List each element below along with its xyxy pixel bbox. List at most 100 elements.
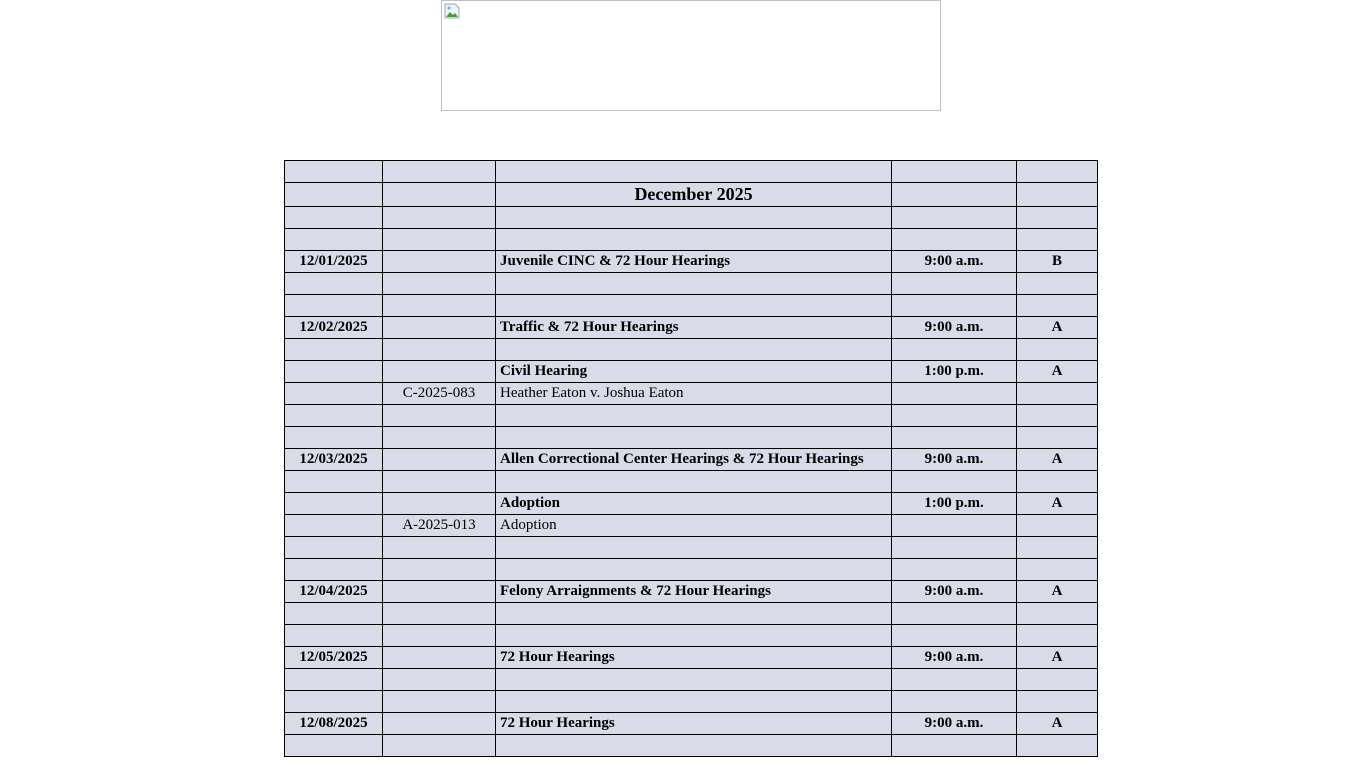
time-cell	[891, 228, 1017, 251]
courtroom-cell	[1016, 382, 1098, 405]
case-number-cell	[382, 536, 496, 559]
description-cell	[495, 294, 892, 317]
description-cell	[495, 690, 892, 713]
table-row: C-2025-083 Heather Eaton v. Joshua Eaton	[284, 382, 1098, 405]
case-number-cell	[382, 470, 496, 493]
description-cell	[495, 272, 892, 295]
table-row: 12/08/2025 72 Hour Hearings 9:00 a.m. A	[284, 712, 1098, 735]
description-cell	[495, 558, 892, 581]
date-cell	[284, 404, 383, 427]
date-cell	[284, 536, 383, 559]
time-cell	[891, 514, 1017, 537]
table-row	[284, 734, 1098, 757]
date-cell	[284, 668, 383, 691]
table-row	[284, 668, 1098, 691]
description-cell: Traffic & 72 Hour Hearings	[495, 316, 892, 339]
month-title-row: December 2025	[284, 182, 1098, 207]
date-cell: 12/02/2025	[284, 316, 383, 339]
table-row	[284, 294, 1098, 317]
courtroom-cell: A	[1016, 448, 1098, 471]
description-cell: Felony Arraignments & 72 Hour Hearings	[495, 580, 892, 603]
courtroom-cell	[1016, 470, 1098, 493]
table-row: 12/02/2025 Traffic & 72 Hour Hearings 9:00…	[284, 316, 1098, 339]
courtroom-cell	[1016, 228, 1098, 251]
table-row	[284, 272, 1098, 295]
courtroom-cell	[1016, 426, 1098, 449]
description-cell: Juvenile CINC & 72 Hour Hearings	[495, 250, 892, 273]
date-cell	[284, 160, 383, 183]
courtroom-cell	[1016, 602, 1098, 625]
courtroom-cell: A	[1016, 646, 1098, 669]
case-number-cell	[382, 294, 496, 317]
table-row	[284, 558, 1098, 581]
courtroom-cell	[1016, 338, 1098, 361]
table-row: 12/03/2025 Allen Correctional Center Hear…	[284, 448, 1098, 471]
case-number-cell	[382, 690, 496, 713]
time-cell	[891, 734, 1017, 757]
courtroom-cell	[1016, 404, 1098, 427]
description-cell	[495, 624, 892, 647]
time-cell	[891, 206, 1017, 229]
description-cell	[495, 668, 892, 691]
date-cell	[284, 294, 383, 317]
time-cell: 9:00 a.m.	[891, 448, 1017, 471]
description-cell	[495, 206, 892, 229]
case-number-cell	[382, 558, 496, 581]
courtroom-cell: B	[1016, 250, 1098, 273]
table-row	[284, 206, 1098, 229]
table-row	[284, 404, 1098, 427]
table-row: A-2025-013 Adoption	[284, 514, 1098, 537]
time-cell: 9:00 a.m.	[891, 712, 1017, 735]
case-number-cell	[382, 228, 496, 251]
courtroom-cell	[1016, 182, 1098, 207]
case-number-cell	[382, 182, 496, 207]
date-cell	[284, 734, 383, 757]
case-number-cell	[382, 426, 496, 449]
courtroom-cell: A	[1016, 580, 1098, 603]
case-number-cell	[382, 448, 496, 471]
case-number-cell	[382, 734, 496, 757]
date-cell	[284, 206, 383, 229]
case-number-cell	[382, 360, 496, 383]
courtroom-cell: A	[1016, 316, 1098, 339]
time-cell	[891, 536, 1017, 559]
time-cell	[891, 690, 1017, 713]
case-number-cell	[382, 404, 496, 427]
description-cell: Heather Eaton v. Joshua Eaton	[495, 382, 892, 405]
court-schedule-table: December 2025 12/01/2025 Juvenile CINC & 7…	[284, 160, 1098, 757]
time-cell	[891, 160, 1017, 183]
courtroom-cell: A	[1016, 360, 1098, 383]
case-number-cell	[382, 712, 496, 735]
date-cell	[284, 182, 383, 207]
courtroom-cell	[1016, 690, 1098, 713]
date-cell	[284, 624, 383, 647]
case-number-cell	[382, 580, 496, 603]
date-cell	[284, 558, 383, 581]
table-row	[284, 160, 1098, 183]
time-cell	[891, 272, 1017, 295]
month-title: December 2025	[495, 182, 892, 207]
description-cell	[495, 426, 892, 449]
case-number-cell	[382, 624, 496, 647]
date-cell	[284, 360, 383, 383]
date-cell: 12/05/2025	[284, 646, 383, 669]
courtroom-cell: A	[1016, 712, 1098, 735]
table-row	[284, 228, 1098, 251]
time-cell	[891, 426, 1017, 449]
time-cell	[891, 470, 1017, 493]
date-cell	[284, 602, 383, 625]
description-cell	[495, 470, 892, 493]
date-cell: 12/04/2025	[284, 580, 383, 603]
courtroom-cell	[1016, 206, 1098, 229]
courtroom-cell	[1016, 294, 1098, 317]
date-cell	[284, 426, 383, 449]
description-cell	[495, 536, 892, 559]
case-number-cell	[382, 668, 496, 691]
broken-image-icon	[444, 3, 460, 19]
time-cell	[891, 182, 1017, 207]
courtroom-cell	[1016, 514, 1098, 537]
time-cell	[891, 668, 1017, 691]
time-cell: 1:00 p.m.	[891, 492, 1017, 515]
time-cell: 9:00 a.m.	[891, 250, 1017, 273]
date-cell	[284, 228, 383, 251]
